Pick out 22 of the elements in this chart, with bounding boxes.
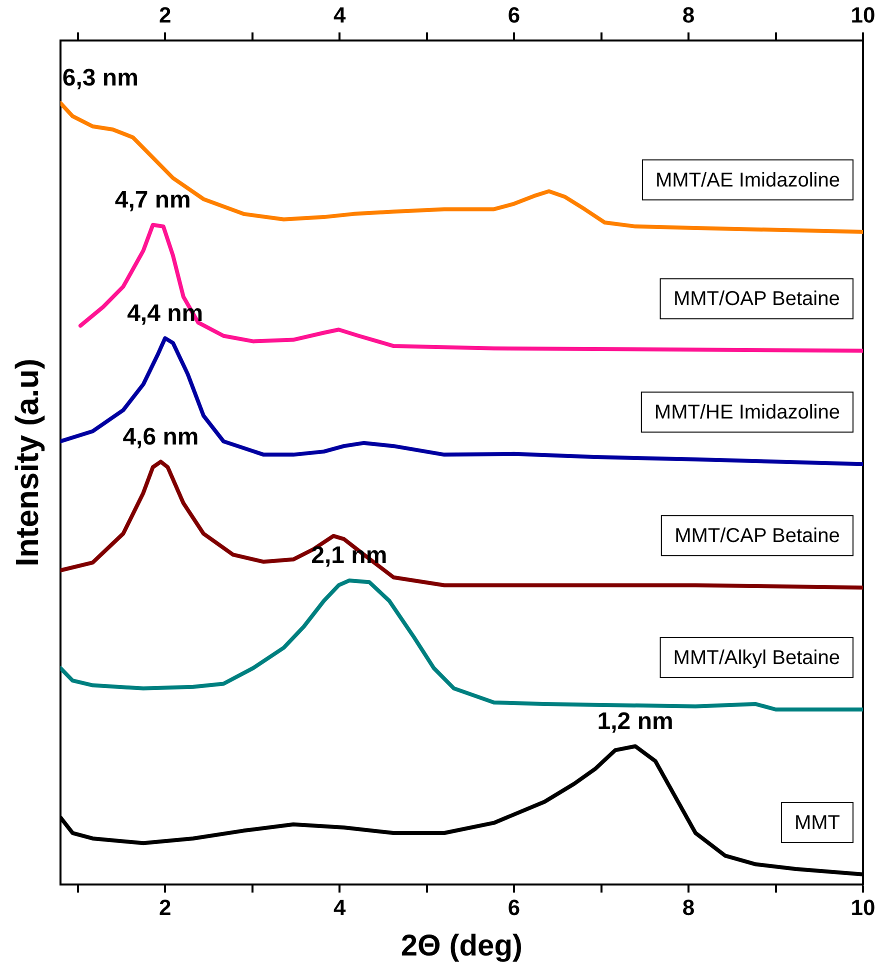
series-label: MMT xyxy=(794,812,840,834)
x2-tick-label: 4 xyxy=(333,2,346,28)
x-tick-label: 4 xyxy=(333,894,346,920)
annotation: 4,7 nm xyxy=(114,186,191,214)
x-axis-title: 2Θ (deg) xyxy=(400,929,523,962)
x-tick-label: 10 xyxy=(850,894,876,920)
series-label: MMT/Alkyl Betaine xyxy=(673,647,840,670)
annotation: 1,2 nm xyxy=(597,708,674,735)
x-tick-label: 2 xyxy=(158,894,172,920)
x2-tick-label: 10 xyxy=(850,2,876,28)
x-tick-label: 6 xyxy=(508,894,520,920)
annotation: 4,6 nm xyxy=(122,423,199,450)
x2-tick-label: 6 xyxy=(508,2,520,28)
x2-tick-label: 8 xyxy=(682,2,695,28)
x-tick-label: 8 xyxy=(682,894,695,920)
series-label: MMT/AE Imidazoline xyxy=(656,169,840,192)
x2-tick-label: 2 xyxy=(158,2,172,28)
text: 6,3 nm xyxy=(62,64,138,92)
series-label: MMT/CAP Betaine xyxy=(674,525,840,548)
series-label: MMT/HE Imidazoline xyxy=(654,402,840,424)
series-label: MMT/OAP Betaine xyxy=(673,288,840,310)
y-axis-title: Intensity (a.u) xyxy=(9,358,46,567)
